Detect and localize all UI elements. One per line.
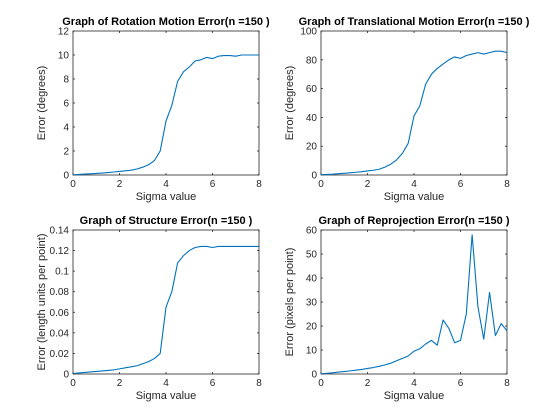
x-tick-label: 6 [210, 179, 216, 190]
y-axis-label: Error (degrees) [284, 66, 296, 141]
y-tick-label: 50 [306, 250, 318, 261]
y-tick-label: 0.1 [55, 267, 69, 278]
y-tick-label: 20 [306, 322, 318, 333]
y-tick-label: 0 [311, 171, 317, 182]
chart-title: Graph of Structure Error(n =150 ) [80, 215, 253, 227]
plot-area [321, 230, 507, 374]
x-tick-label: 0 [318, 378, 324, 389]
y-tick-label: 30 [306, 298, 318, 309]
chart-title: Graph of Translational Motion Error(n =1… [299, 16, 530, 28]
y-tick-label: 0 [63, 171, 69, 182]
x-axis-label: Sigma value [136, 390, 197, 402]
x-tick-label: 2 [365, 179, 371, 190]
x-tick-label: 4 [411, 179, 417, 190]
x-axis-label: Sigma value [136, 191, 197, 203]
y-axis-label: Error (degrees) [36, 66, 48, 141]
y-tick-label: 2 [63, 147, 69, 158]
x-tick-label: 0 [318, 179, 324, 190]
x-tick-label: 0 [70, 378, 76, 389]
y-tick-label: 0 [311, 370, 317, 381]
y-tick-label: 0.14 [50, 226, 70, 237]
x-tick-label: 8 [256, 378, 262, 389]
plot-area [73, 230, 259, 374]
y-tick-label: 40 [306, 274, 318, 285]
chart-title: Graph of Rotation Motion Error(n =150 ) [62, 16, 270, 28]
x-tick-label: 8 [256, 179, 262, 190]
y-tick-label: 6 [63, 99, 69, 110]
x-tick-label: 4 [163, 378, 169, 389]
y-tick-label: 10 [306, 346, 318, 357]
y-tick-label: 100 [300, 27, 317, 38]
y-tick-label: 60 [306, 84, 318, 95]
x-tick-label: 4 [163, 179, 169, 190]
chart-panel-3: 0 2 4 6 8 0 0.02 0.04 0.06 0.08 0.1 0.12 0.14 Graph o… [36, 215, 262, 402]
y-tick-label: 0.08 [50, 287, 70, 298]
y-tick-label: 0.06 [50, 308, 70, 319]
y-tick-label: 20 [306, 142, 318, 153]
chart-title: Graph of Reprojection Error(n =150 ) [318, 215, 509, 227]
y-tick-label: 12 [58, 27, 70, 38]
y-tick-label: 0 [63, 370, 69, 381]
y-tick-label: 0.12 [50, 246, 70, 257]
y-tick-label: 80 [306, 55, 318, 66]
x-tick-label: 8 [504, 378, 510, 389]
x-tick-label: 6 [458, 378, 464, 389]
x-axis-label: Sigma value [384, 191, 445, 203]
y-tick-label: 40 [306, 113, 318, 124]
y-tick-label: 0.02 [50, 349, 70, 360]
x-tick-label: 2 [117, 378, 123, 389]
x-tick-label: 6 [458, 179, 464, 190]
y-tick-label: 0.04 [50, 328, 70, 339]
y-axis-label: Error (pixels per point) [284, 248, 296, 357]
x-tick-label: 6 [210, 378, 216, 389]
x-tick-label: 0 [70, 179, 76, 190]
x-tick-label: 8 [504, 179, 510, 190]
y-axis-label: Error (length units per point) [36, 234, 48, 371]
x-tick-label: 4 [411, 378, 417, 389]
y-tick-label: 8 [63, 75, 69, 86]
y-tick-label: 4 [63, 123, 69, 134]
plot-area [73, 31, 259, 175]
x-tick-label: 2 [117, 179, 123, 190]
x-tick-label: 2 [365, 378, 371, 389]
x-axis-label: Sigma value [384, 390, 445, 402]
y-tick-label: 60 [306, 226, 318, 237]
y-tick-label: 10 [58, 51, 70, 62]
